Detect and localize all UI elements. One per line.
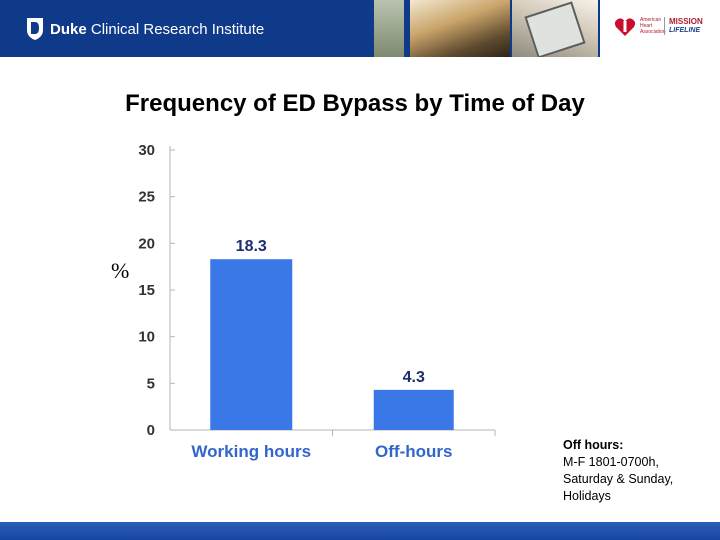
y-tick-label: 0 [147, 422, 155, 439]
y-tick-label: 20 [138, 235, 155, 252]
note-line: M-F 1801-0700h, [563, 455, 659, 469]
heart-torch-icon [614, 18, 636, 36]
y-tick-label: 10 [138, 329, 155, 346]
category-label: Working hours [191, 442, 311, 461]
partner-logo-box: American Heart Association MISSION LIFEL… [600, 0, 720, 57]
org-name-rest: Clinical Research Institute [90, 20, 265, 38]
org-name-bold: Duke [50, 20, 87, 38]
org-name: Duke Clinical Research Institute [50, 21, 264, 38]
bar [373, 389, 454, 430]
mission-lifeline-logo: MISSION LIFELINE [664, 17, 703, 35]
footer-bar [0, 522, 720, 540]
note-heading: Off hours: [563, 438, 624, 452]
header-banner: Duke Clinical Research Institute America… [0, 0, 720, 57]
y-tick-label: 15 [138, 282, 155, 299]
category-label: Off-hours [375, 442, 452, 461]
aha-text: American Heart Association [640, 17, 666, 35]
note-line: Saturday & Sunday, [563, 472, 674, 486]
note-line: Holidays [563, 489, 611, 503]
bar [210, 259, 293, 430]
bar-value-label: 18.3 [236, 238, 267, 255]
bar-value-label: 4.3 [403, 369, 425, 386]
duke-logo: Duke Clinical Research Institute [26, 16, 264, 42]
slide-title: Frequency of ED Bypass by Time of Day [125, 90, 585, 117]
y-tick-label: 30 [138, 142, 155, 159]
y-axis-percent-label: % [111, 258, 130, 283]
lifeline-word: LIFELINE [669, 27, 701, 34]
y-tick-label: 25 [138, 189, 155, 206]
duke-shield-icon [27, 18, 43, 40]
y-tick-label: 5 [147, 375, 155, 392]
header-photo-building [410, 0, 510, 57]
off-hours-note: Off hours: M-F 1801-0700h, Saturday & Su… [563, 437, 673, 505]
header-photo-tablet [512, 0, 598, 57]
mission-word: MISSION [669, 17, 703, 26]
header-photo-hallway [374, 0, 404, 57]
